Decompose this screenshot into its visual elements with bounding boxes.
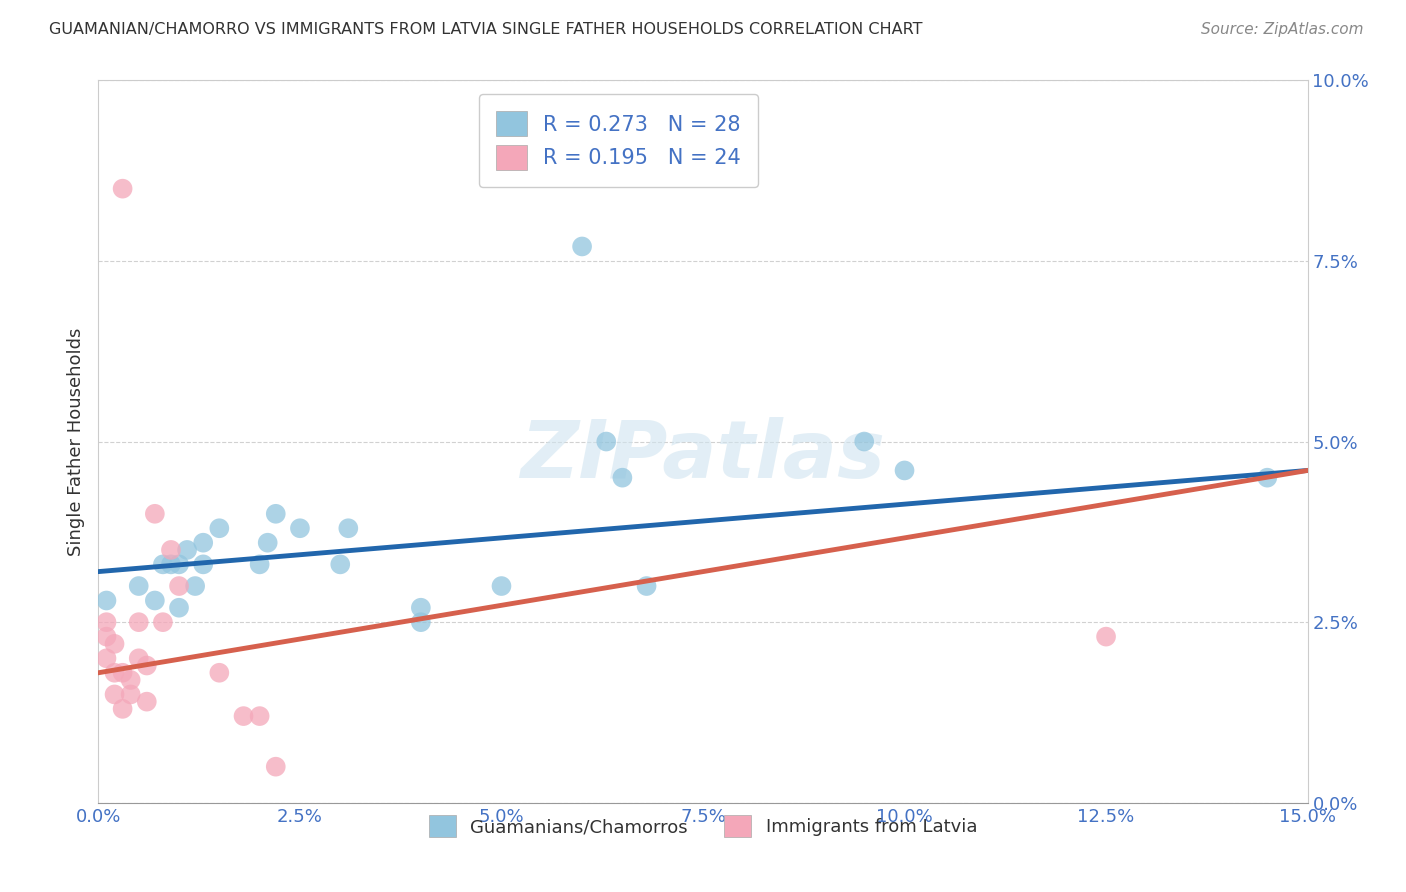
Point [96,593,118,607]
Point [111,665,134,680]
Point [103,637,125,651]
Point [143,593,166,607]
Point [571,239,593,253]
Point [96,630,118,644]
Point [135,695,157,709]
Text: Source: ZipAtlas.com: Source: ZipAtlas.com [1201,22,1364,37]
Point [264,507,287,521]
Point [636,579,658,593]
Text: GUAMANIAN/CHAMORRO VS IMMIGRANTS FROM LATVIA SINGLE FATHER HOUSEHOLDS CORRELATIO: GUAMANIAN/CHAMORRO VS IMMIGRANTS FROM LA… [49,22,922,37]
Point [128,651,150,665]
Point [853,434,876,449]
Y-axis label: Single Father Households: Single Father Households [66,327,84,556]
Point [337,521,360,535]
Point [120,687,142,701]
Point [120,673,142,687]
Point [152,615,174,630]
Point [893,463,915,477]
Point [1095,630,1118,644]
Point [167,579,190,593]
Point [612,471,634,485]
Point [103,665,125,680]
Point [96,615,118,630]
Point [1256,471,1278,485]
Point [409,600,432,615]
Point [193,535,215,549]
Point [249,709,271,723]
Point [143,507,166,521]
Point [111,182,134,196]
Point [595,434,617,449]
Point [128,579,150,593]
Point [249,558,271,572]
Point [128,615,150,630]
Point [256,535,278,549]
Legend: Guamanians/Chamorros, Immigrants from Latvia: Guamanians/Chamorros, Immigrants from La… [422,808,984,845]
Point [96,651,118,665]
Point [264,760,287,774]
Point [329,558,352,572]
Point [176,542,198,557]
Point [160,542,183,557]
Point [167,600,190,615]
Text: ZIPatlas: ZIPatlas [520,417,886,495]
Point [491,579,513,593]
Point [135,658,157,673]
Point [160,558,183,572]
Point [184,579,207,593]
Point [111,702,134,716]
Point [193,558,215,572]
Point [232,709,254,723]
Point [208,665,231,680]
Point [167,558,190,572]
Point [152,558,174,572]
Point [208,521,231,535]
Point [103,687,125,701]
Point [409,615,432,630]
Point [288,521,311,535]
